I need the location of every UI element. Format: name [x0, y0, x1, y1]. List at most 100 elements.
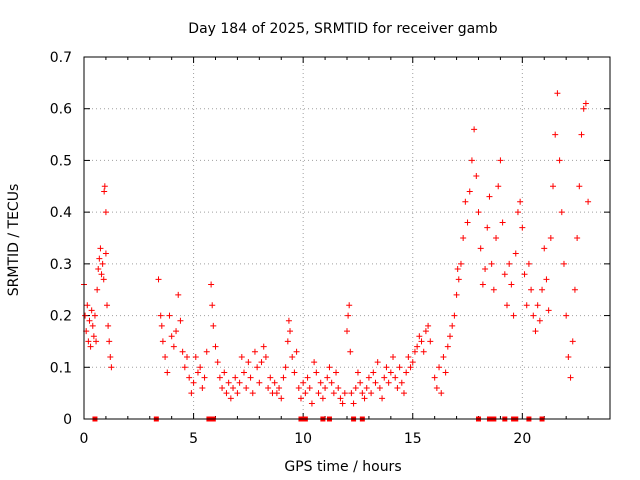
data-point: [82, 312, 89, 319]
axes: [83, 56, 610, 420]
data-point: [100, 276, 107, 283]
data-point: [385, 379, 392, 386]
data-point: [258, 359, 265, 366]
data-point: [98, 271, 105, 278]
data-point: [225, 379, 232, 386]
data-point: [102, 250, 109, 257]
data-point: [453, 291, 460, 298]
data-point: [306, 384, 313, 391]
data-point: [164, 369, 171, 376]
data-point: [223, 390, 230, 397]
data-point: [436, 364, 443, 371]
data-point: [219, 384, 226, 391]
data-point: [468, 157, 475, 164]
x-tick-label: 0: [80, 431, 89, 447]
data-point: [240, 369, 247, 376]
data-point: [308, 400, 315, 407]
data-point: [291, 369, 298, 376]
data-point: [418, 338, 425, 345]
data-point: [521, 271, 528, 278]
data-point: [499, 219, 506, 226]
data-point: [173, 328, 180, 335]
data-point: [444, 343, 451, 350]
y-tick-label: 0.6: [50, 102, 72, 118]
data-point: [508, 281, 515, 288]
data-point: [582, 100, 589, 107]
data-point: [400, 390, 407, 397]
x-tick-label: 15: [404, 431, 422, 447]
data-point: [295, 384, 302, 391]
data-point: [372, 379, 379, 386]
data-point: [376, 384, 383, 391]
data-point: [155, 276, 162, 283]
data-point: [547, 235, 554, 241]
data-point: [556, 157, 563, 164]
data-point: [427, 338, 434, 345]
data-point: [302, 390, 309, 397]
data-point: [438, 390, 445, 397]
data-point: [396, 364, 403, 371]
data-point: [405, 353, 412, 360]
data-point: [431, 374, 438, 381]
data-point: [107, 353, 114, 360]
data-point: [285, 317, 292, 324]
data-point: [536, 317, 543, 324]
x-tick-label: 5: [189, 431, 198, 447]
data-point: [249, 390, 256, 397]
y-tick-label: 0.3: [50, 257, 72, 273]
data-point: [571, 286, 578, 293]
data-point: [221, 369, 228, 376]
data-point: [101, 188, 108, 195]
y-tick-label: 0.4: [50, 205, 72, 221]
data-point: [271, 379, 278, 386]
data-point: [387, 369, 394, 376]
data-point: [260, 343, 267, 350]
data-point: [341, 390, 348, 397]
data-point: [315, 390, 322, 397]
data-point: [345, 312, 352, 319]
data-point: [94, 286, 101, 293]
data-point: [462, 198, 469, 205]
data-point: [447, 333, 454, 340]
data-point: [569, 338, 576, 345]
data-point: [108, 364, 115, 371]
data-point: [539, 286, 546, 293]
data-point: [407, 364, 414, 371]
data-point: [495, 183, 502, 190]
data-point: [203, 348, 210, 355]
data-point: [359, 390, 366, 397]
data-point: [554, 90, 561, 97]
data-point: [466, 188, 473, 195]
data-point: [545, 307, 552, 314]
data-point: [234, 390, 241, 397]
data-point: [247, 374, 254, 381]
data-point: [188, 390, 195, 397]
data-point: [311, 359, 318, 366]
data-point: [304, 374, 311, 381]
data-point: [175, 291, 182, 298]
data-point: [317, 379, 324, 386]
data-point: [578, 131, 585, 138]
data-point: [313, 369, 320, 376]
data-point: [352, 384, 359, 391]
data-point: [503, 302, 510, 309]
data-point: [214, 359, 221, 366]
data-point: [184, 353, 191, 360]
data-point: [102, 209, 109, 216]
y-tick-label: 0.7: [50, 50, 72, 66]
data-point: [370, 369, 377, 376]
data-point: [273, 390, 280, 397]
data-point: [347, 348, 354, 355]
data-point: [381, 374, 388, 381]
data-point: [383, 364, 390, 371]
data-point: [106, 338, 113, 345]
data-point: [181, 364, 188, 371]
data-point: [265, 384, 272, 391]
data-point: [289, 353, 296, 360]
data-point: [282, 364, 289, 371]
data-point: [280, 374, 287, 381]
y-tick-label: 0.1: [50, 360, 72, 376]
data-point: [361, 395, 368, 402]
data-point: [517, 198, 524, 205]
tick-labels: 0 5 10 15 20 0 0.1 0.2 0.3 0.4 0.5 0.6 0.7: [50, 50, 532, 447]
